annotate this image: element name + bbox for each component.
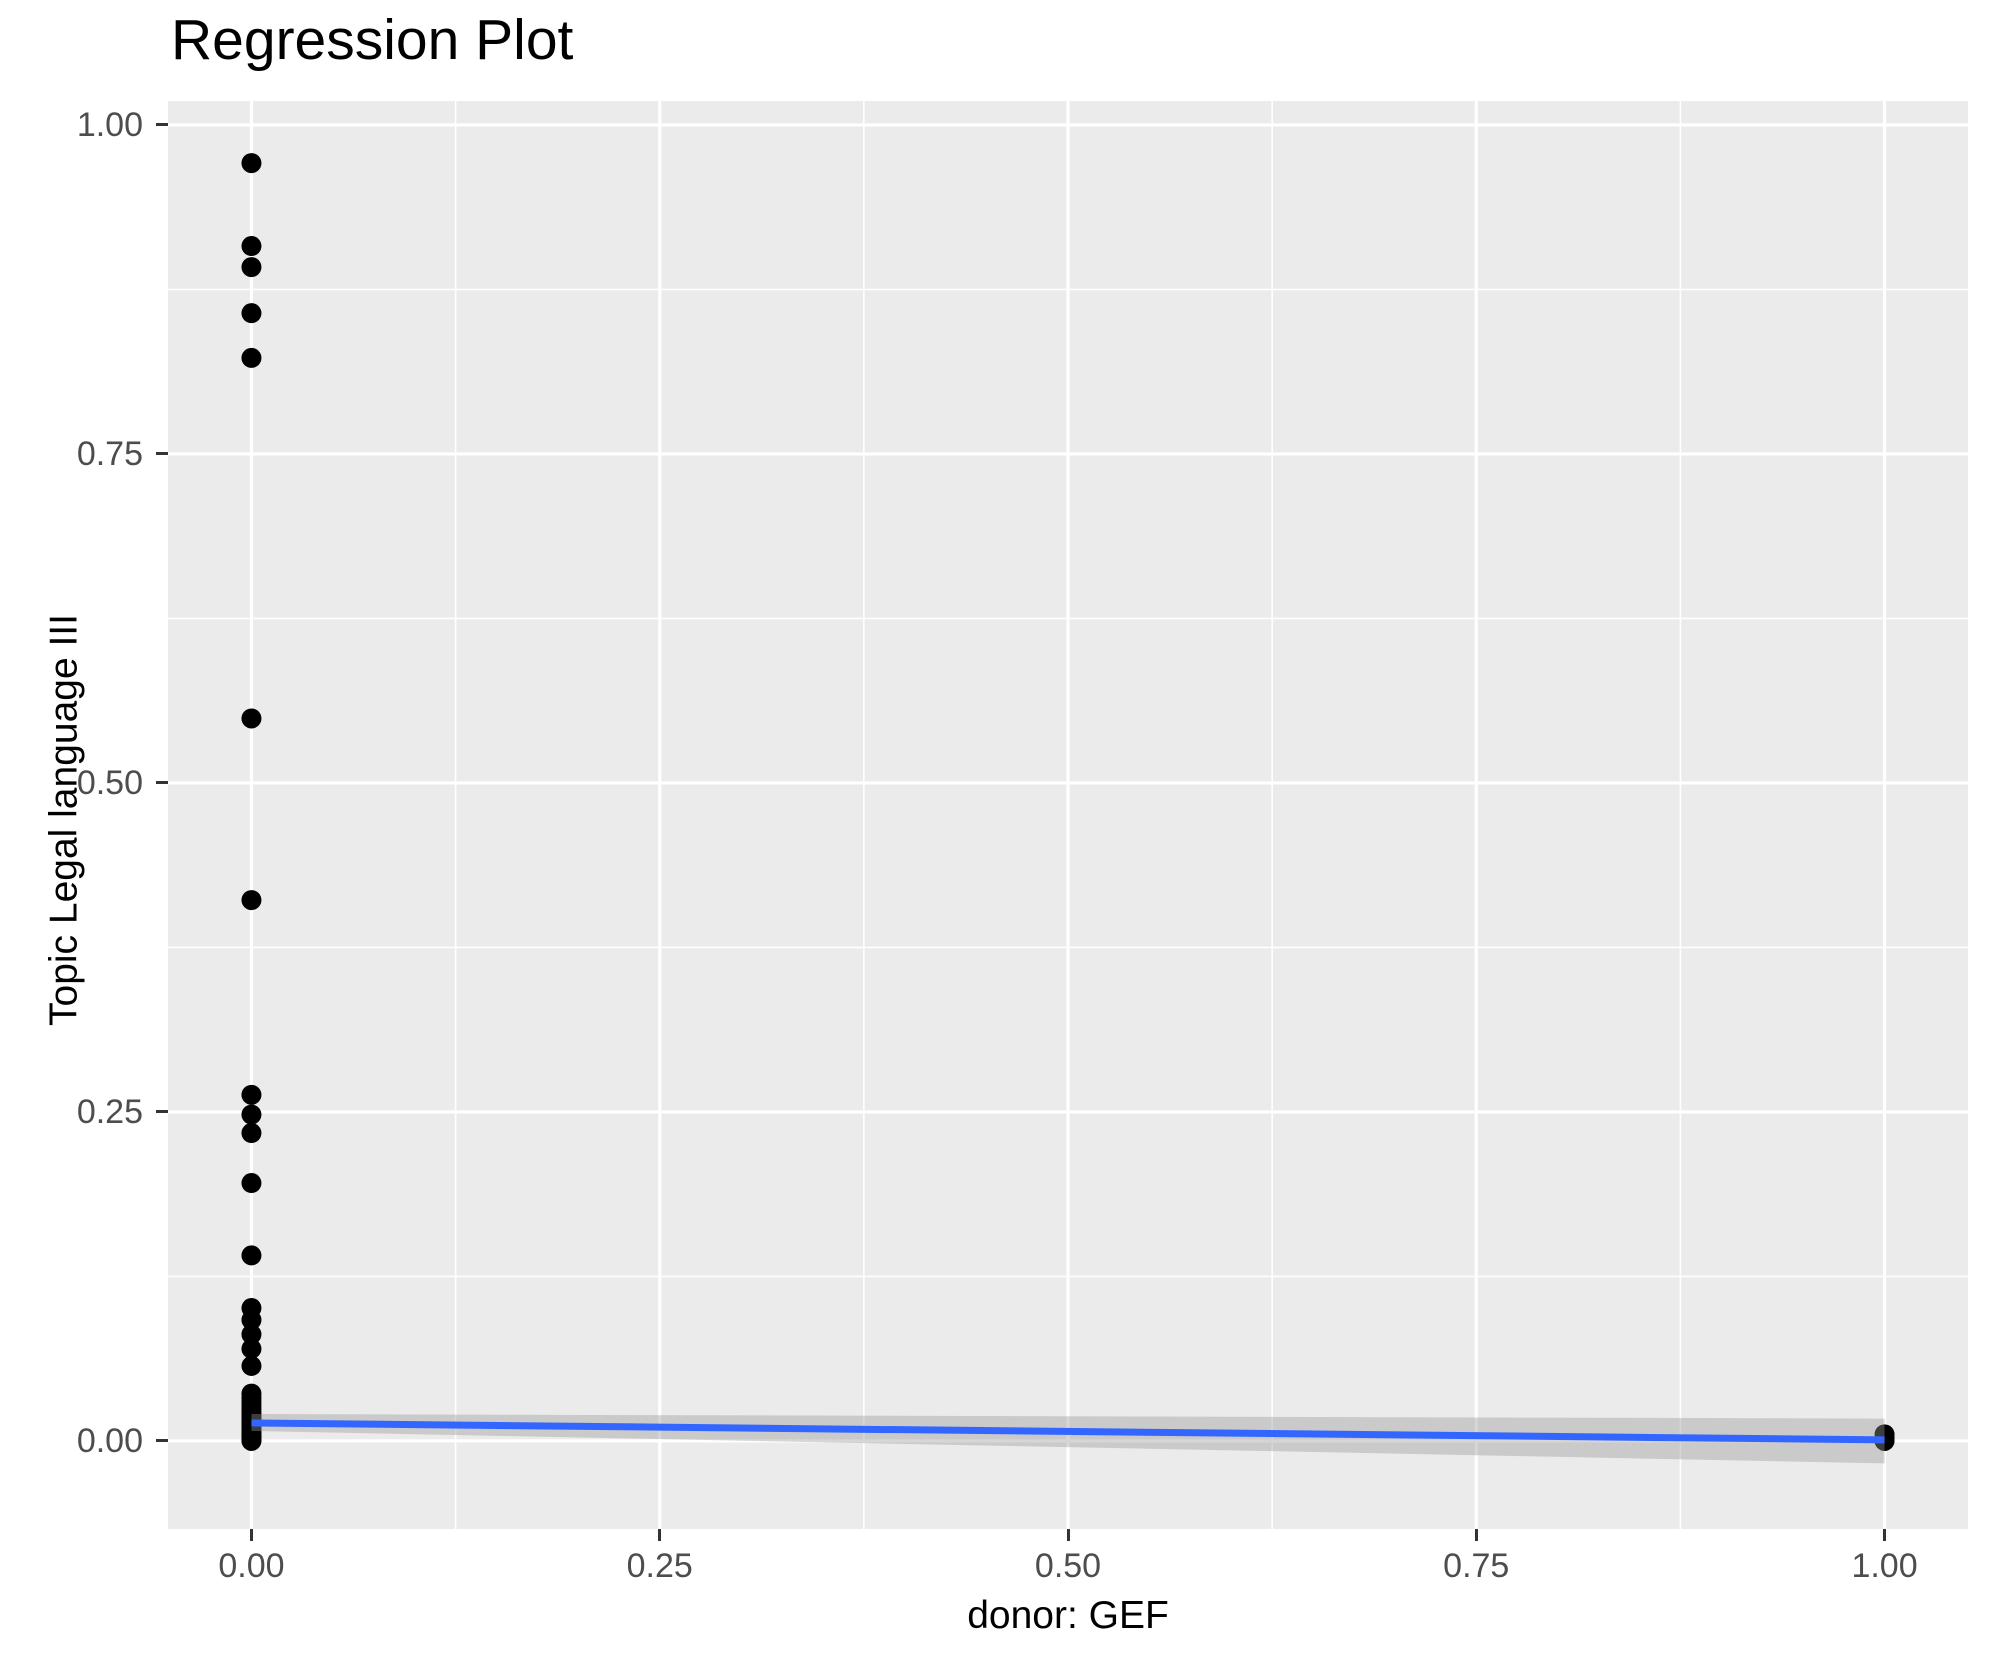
y-tick-label: 0.25 xyxy=(76,1092,143,1131)
y-tick-label: 1.00 xyxy=(76,105,143,144)
regression-line xyxy=(251,1419,1885,1444)
data-point xyxy=(241,1104,262,1125)
x-tick-label: 0.25 xyxy=(626,1547,693,1585)
y-tick-mark xyxy=(156,123,168,127)
y-tick-mark xyxy=(156,1439,168,1443)
data-point xyxy=(241,257,262,278)
data-point xyxy=(241,1084,262,1105)
x-tick-label: 0.00 xyxy=(218,1547,285,1585)
x-tick-label: 1.00 xyxy=(1851,1547,1918,1585)
x-tick-mark xyxy=(1066,1529,1070,1541)
plot-panel-svg xyxy=(168,101,1968,1529)
y-tick-mark xyxy=(156,452,168,456)
y-tick-label: 0.00 xyxy=(76,1421,143,1460)
x-axis-title: donor: GEF xyxy=(967,1594,1169,1637)
data-point xyxy=(241,1245,262,1266)
x-tick-mark xyxy=(1474,1529,1478,1541)
y-tick-mark xyxy=(156,1110,168,1114)
data-point xyxy=(241,1173,262,1194)
y-tick-label: 0.50 xyxy=(76,763,143,802)
x-tick-mark xyxy=(249,1529,253,1541)
data-point xyxy=(241,1309,262,1330)
data-point xyxy=(241,1430,262,1451)
x-tick-label: 0.50 xyxy=(1034,1547,1102,1585)
plot-title: Regression Plot xyxy=(171,8,574,72)
data-point xyxy=(241,347,262,368)
data-point xyxy=(241,1355,262,1376)
data-point xyxy=(241,1123,262,1144)
y-tick-mark xyxy=(156,781,168,785)
data-point xyxy=(1874,1430,1895,1451)
data-point xyxy=(241,303,262,324)
data-point xyxy=(241,153,262,174)
x-tick-mark xyxy=(1883,1529,1887,1541)
y-tick-label: 0.75 xyxy=(76,434,143,473)
data-point xyxy=(241,1324,262,1345)
plot-panel xyxy=(168,101,1968,1529)
data-point xyxy=(241,890,262,911)
y-axis-title: Topic Legal language III xyxy=(42,614,86,1026)
data-point xyxy=(241,1338,262,1359)
data-point xyxy=(241,708,262,729)
x-tick-label: 0.75 xyxy=(1443,1547,1510,1585)
data-point xyxy=(241,236,262,257)
x-tick-mark xyxy=(658,1529,662,1541)
